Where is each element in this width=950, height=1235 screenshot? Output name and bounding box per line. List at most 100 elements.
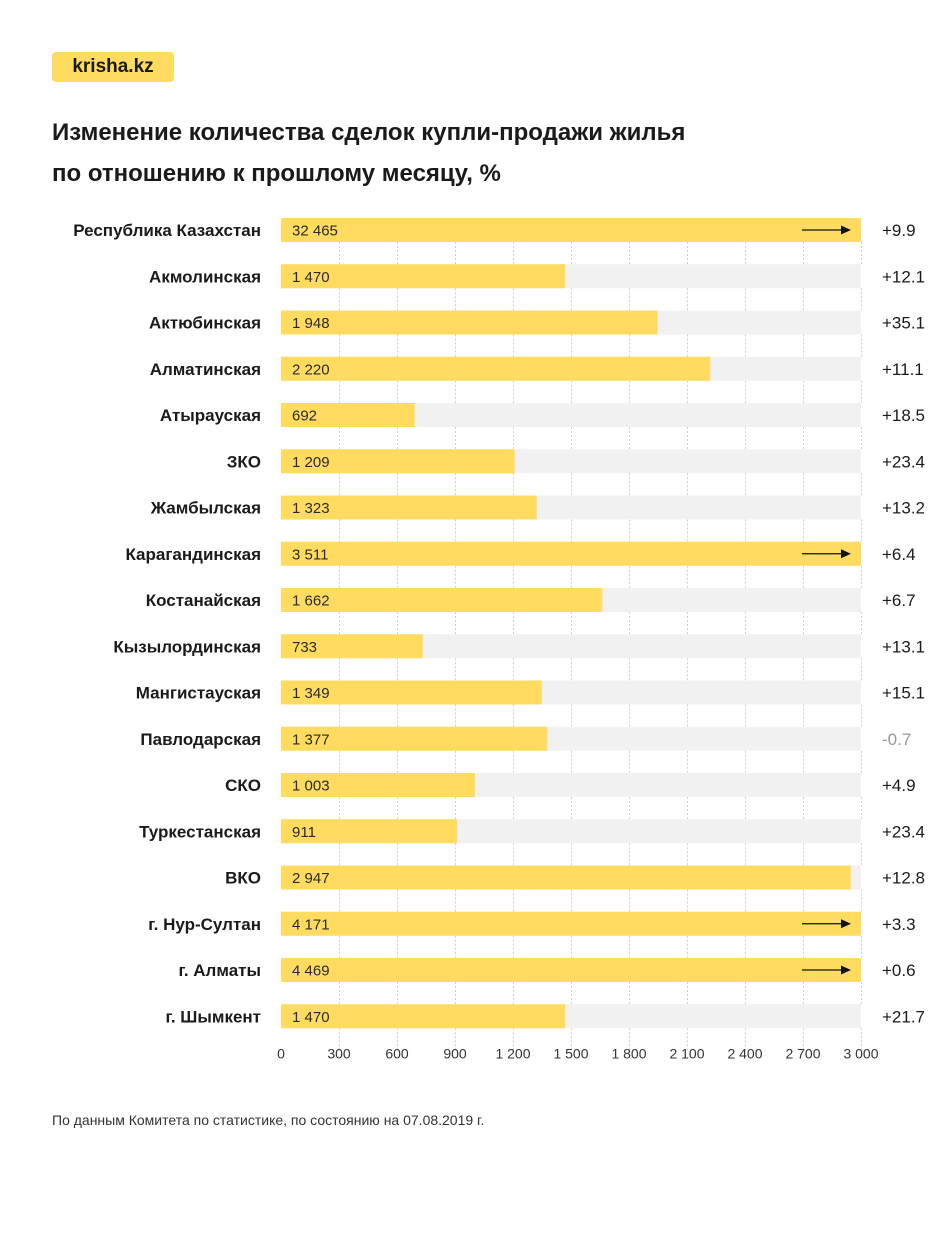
chart-title-line-2: по отношению к прошлому месяцу, % [52,160,501,187]
bar [281,726,548,751]
x-tick-label: 600 [385,1045,409,1061]
bar-row: ЗКО 1 209 +23.4 [227,449,925,474]
bar [281,403,415,427]
bar-value-label: 1 323 [292,500,330,517]
category-label: СКО [225,776,261,795]
source-footnote: По данным Комитета по статистике, по сос… [52,1112,485,1128]
arrow-head [841,549,851,559]
overflow-arrow-icon [802,549,851,559]
category-label: Республика Казахстан [73,221,261,240]
x-tick-label: 2 400 [727,1045,762,1061]
category-label: Акмолинская [149,267,261,286]
overflow-arrow-icon [802,225,851,235]
bar [281,634,423,659]
bar [281,264,566,289]
bar-value-label: 733 [292,639,317,656]
bar [281,958,861,982]
bar-row: Карагандинская 3 511 +6.4 [125,541,916,566]
category-label: Мангистауская [136,684,261,703]
change-percent-label: +13.2 [882,499,925,518]
x-tick-label: 2 700 [785,1045,820,1061]
x-axis: 0 300 600 900 1 200 1 500 1 800 2 100 2 400 2 700… [277,1045,879,1061]
bar-value-label: 1 003 [292,778,330,795]
category-label: Актюбинская [149,314,261,333]
category-label: г. Нур-Султан [148,915,261,934]
bar-value-label: 2 947 [292,870,330,887]
change-percent-label: +23.4 [882,452,925,471]
bar [281,680,542,705]
category-label: Костанайская [146,591,261,610]
bar [281,773,475,797]
x-tick-label: 1 200 [495,1045,530,1061]
bar-row: ВКО 2 947 +12.8 [225,865,925,890]
bar-chart: Республика Казахстан 32 465 +9.9 Акмолинска… [73,218,925,1061]
category-label: Алматинская [150,360,261,379]
bar-value-label: 1 377 [292,731,330,748]
bar-value-label: 4 469 [292,963,330,980]
bar-row: г. Шымкент 1 470 +21.7 [165,1004,925,1029]
bar [281,495,537,520]
category-label: г. Шымкент [165,1007,261,1026]
bar [281,541,861,566]
arrow-head [841,919,851,929]
bar-value-label: 1 662 [292,593,330,610]
bar-row: Жамбылская 1 323 +13.2 [150,495,925,520]
change-percent-label: +13.1 [882,637,925,656]
change-percent-label: +12.8 [882,869,925,888]
change-percent-label: +23.4 [882,822,925,841]
x-tick-label: 3 000 [843,1045,878,1061]
change-percent-label: +0.6 [882,961,916,980]
bar-value-label: 692 [292,408,317,425]
chart-title-line-1: Изменение количества сделок купли-продаж… [52,119,686,146]
category-label: ВКО [225,869,261,888]
bar-value-label: 911 [292,824,316,841]
change-percent-label: +18.5 [882,406,925,425]
bar-value-label: 1 470 [292,1009,330,1026]
bar [281,310,658,335]
arrow-head [841,225,851,235]
bar [281,449,515,474]
change-percent-label: +4.9 [882,776,916,795]
bar [281,218,861,242]
x-tick-label: 1 500 [553,1045,588,1061]
bar-value-label: 3 511 [292,546,328,563]
overflow-arrow-icon [802,919,851,929]
change-percent-label: +6.4 [882,545,916,564]
x-tick-label: 900 [443,1045,467,1061]
change-percent-label: +3.3 [882,915,916,934]
bar [281,1004,566,1029]
change-percent-label: +6.7 [882,591,916,610]
x-tick-label: 300 [327,1045,351,1061]
chart-title: Изменение количества сделок купли-продаж… [52,112,892,194]
bar-row: Павлодарская 1 377 -0.7 [140,726,911,751]
bar-row: Туркестанская 911 +23.4 [139,819,925,844]
bar-row: Костанайская 1 662 +6.7 [146,588,916,612]
change-percent-label: +12.1 [882,267,925,286]
bar-value-label: 1 209 [292,454,330,471]
bar-row: Атырауская 692 +18.5 [160,403,925,427]
bar [281,588,603,612]
bar-row: СКО 1 003 +4.9 [225,773,916,797]
krisha-logo: krisha.kz [52,52,174,82]
change-percent-label: -0.7 [882,730,911,749]
bar-row: г. Алматы 4 469 +0.6 [178,958,916,982]
arrow-head [841,965,851,975]
x-tick-label: 2 100 [669,1045,704,1061]
bar-row: Кызылординская 733 +13.1 [113,634,925,659]
bar-row: Мангистауская 1 349 +15.1 [136,680,925,705]
change-percent-label: +11.1 [882,360,924,379]
bar-value-label: 1 349 [292,685,330,702]
change-percent-label: +21.7 [882,1007,925,1026]
category-label: Жамбылская [150,499,261,518]
bar-row: Акмолинская 1 470 +12.1 [149,264,925,289]
bar-value-label: 2 220 [292,361,330,378]
bar-value-label: 32 465 [292,223,338,240]
change-percent-label: +35.1 [882,314,925,333]
category-label: Атырауская [160,406,261,425]
bar-value-label: 1 948 [292,315,330,332]
x-tick-label: 0 [277,1045,285,1061]
change-percent-label: +9.9 [882,221,916,240]
bar-row: Актюбинская 1 948 +35.1 [149,310,925,335]
bar-value-label: 4 171 [292,916,330,933]
bar [281,356,711,381]
